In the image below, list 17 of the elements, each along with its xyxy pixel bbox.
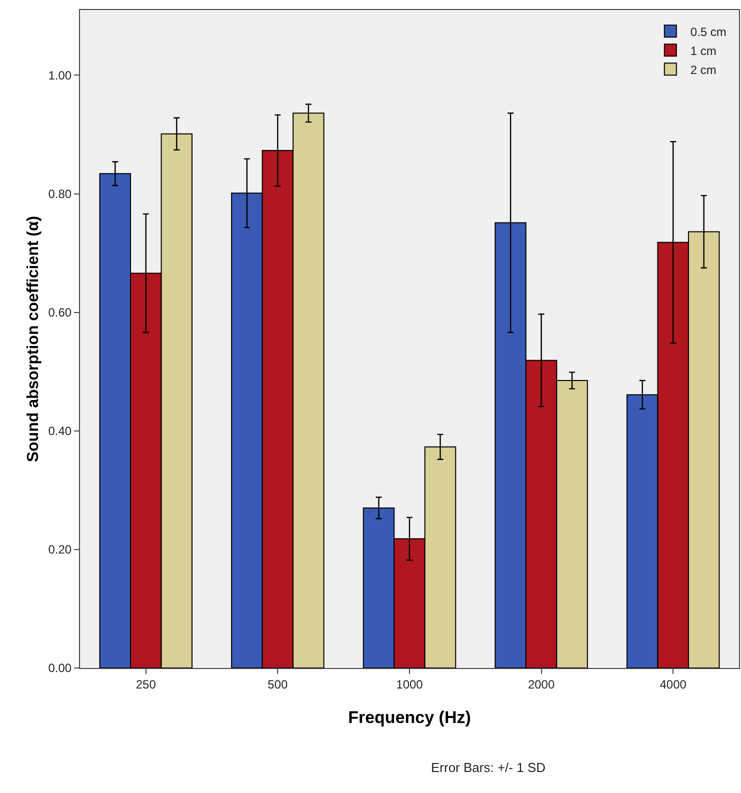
y-tick-label: 0.80 <box>48 186 72 201</box>
text: Error Bars: +/- 1 SD <box>431 760 546 775</box>
y-tick-label: 0.20 <box>48 542 72 557</box>
y-tick-label: 0.40 <box>48 424 72 438</box>
x-axis-title: Frequency (Hz) <box>348 708 471 727</box>
y-tick-label: 0.00 <box>48 661 72 676</box>
legend-label: 2 cm <box>690 62 716 77</box>
y-tick-label: 0.60 <box>48 306 72 320</box>
legend-label: 0.5 cm <box>690 24 726 39</box>
x-tick-label: 250 <box>136 677 156 692</box>
y-tick-label: 1.00 <box>48 68 72 82</box>
x-tick-label: 4000 <box>660 677 687 692</box>
x-tick-label: 1000 <box>396 677 424 692</box>
x-tick-label: 500 <box>268 677 288 692</box>
y-axis-title: Sound absorption coefficient (α) <box>25 216 42 462</box>
x-tick-label: 2000 <box>528 677 555 692</box>
legend-label: 1 cm <box>690 44 716 58</box>
